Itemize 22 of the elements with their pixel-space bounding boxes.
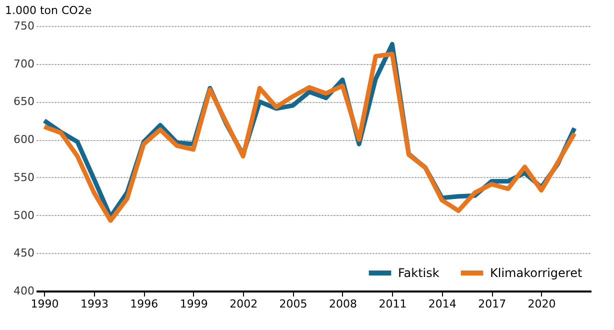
y-tick-label: 600 — [14, 133, 34, 146]
x-tick-label: 1993 — [80, 298, 108, 310]
x-tick-label: 2014 — [428, 298, 456, 310]
legend-label: Klimakorrigeret — [490, 266, 582, 280]
y-tick-label: 650 — [14, 95, 34, 108]
x-tick-label: 1999 — [180, 298, 208, 310]
y-tick-label: 450 — [14, 246, 34, 260]
y-tick-label: 750 — [14, 20, 34, 32]
x-tick-label: 2020 — [528, 298, 556, 310]
y-tick-label: 400 — [14, 284, 34, 298]
x-tick-label: 2017 — [478, 298, 506, 310]
legend-label: Faktisk — [398, 266, 440, 280]
y-tick-label: 550 — [14, 170, 34, 184]
x-tick-label: 2008 — [328, 298, 357, 310]
y-tick-label: 500 — [14, 208, 34, 222]
x-tick-label: 2002 — [230, 298, 258, 310]
y-tick-label: 700 — [14, 57, 34, 70]
y-axis-title: 1.000 ton CO2e — [5, 4, 92, 17]
x-tick-label: 2011 — [378, 298, 407, 310]
x-tick-label: 2005 — [279, 298, 308, 310]
x-tick-label: 1990 — [30, 298, 59, 310]
x-tick-label: 1996 — [130, 298, 158, 310]
